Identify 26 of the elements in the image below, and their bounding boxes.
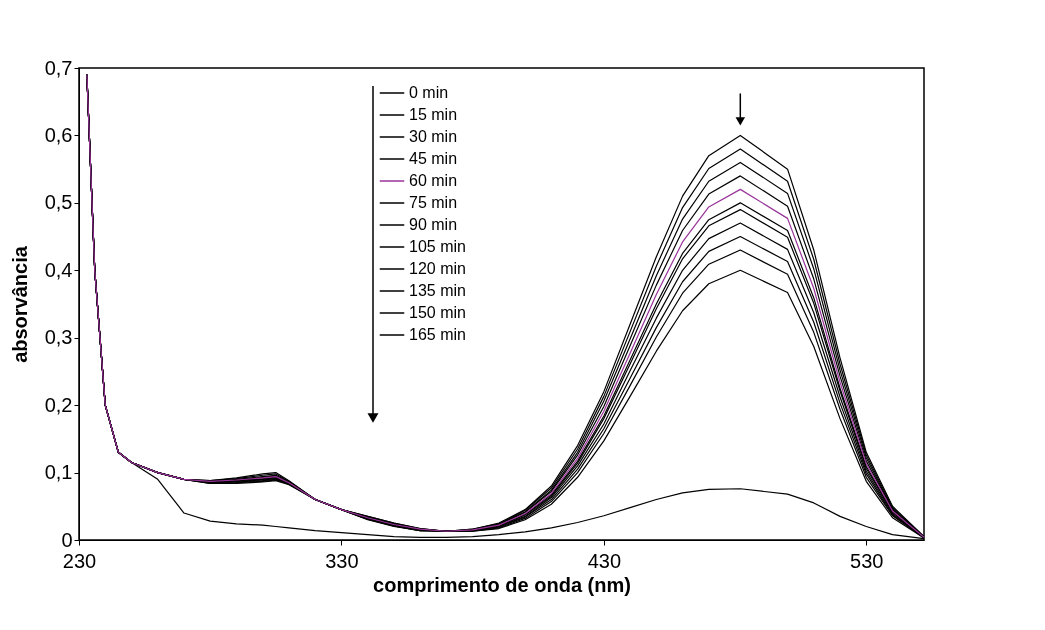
legend-label: 75 min <box>409 194 458 211</box>
x-tick-label: 330 <box>325 549 359 572</box>
legend-label: 135 min <box>409 282 466 299</box>
y-tick-label: 0,6 <box>44 123 73 146</box>
x-tick-label: 230 <box>62 549 97 572</box>
legend-label: 150 min <box>409 304 466 321</box>
legend-label: 120 min <box>409 260 466 277</box>
legend-label: 90 min <box>409 216 458 233</box>
x-tick-label: 530 <box>850 549 884 572</box>
y-axis-title: absorvância <box>8 245 31 363</box>
x-axis-title: comprimento de onda (nm) <box>373 573 631 596</box>
legend-label: 45 min <box>409 150 458 167</box>
legend-label: 30 min <box>409 128 458 145</box>
legend-label: 105 min <box>409 238 466 255</box>
legend-label: 0 min <box>409 84 449 101</box>
y-tick-label: 0 <box>61 528 73 551</box>
y-tick-label: 0,3 <box>44 326 73 349</box>
y-tick-label: 0,7 <box>44 56 73 79</box>
y-tick-label: 0,1 <box>44 461 73 484</box>
legend-label: 15 min <box>409 106 458 123</box>
y-tick-label: 0,4 <box>44 258 73 281</box>
x-tick-label: 430 <box>587 549 622 572</box>
y-tick-label: 0,5 <box>44 191 73 214</box>
legend-label: 60 min <box>409 172 458 189</box>
y-tick-label: 0,2 <box>44 393 73 416</box>
legend-label: 165 min <box>409 326 466 343</box>
